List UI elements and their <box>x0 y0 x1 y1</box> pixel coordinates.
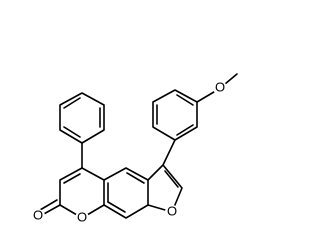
double-bond <box>63 97 81 109</box>
label-bg <box>213 81 227 95</box>
atom-labels: O O O O <box>31 79 227 225</box>
label-bg <box>31 209 45 223</box>
atom-label: O <box>77 209 87 224</box>
carbonyl-bond <box>41 204 61 216</box>
aryl-link <box>162 139 176 166</box>
atom-label: O <box>215 79 225 94</box>
atom-label: O <box>167 203 177 218</box>
atom-label: O <box>33 207 43 222</box>
benzene-ring <box>103 167 149 219</box>
furan-ring <box>147 164 183 213</box>
double-bond <box>126 172 145 184</box>
double-bond <box>176 124 194 136</box>
double-bond <box>164 170 179 188</box>
double-bond <box>107 201 126 213</box>
phenyl-ring <box>59 92 105 144</box>
double-bond <box>176 94 194 106</box>
label-bg <box>165 205 179 219</box>
double-bond <box>63 126 81 138</box>
carbonyl-double <box>39 199 58 211</box>
double-bond <box>63 173 81 184</box>
methoxyphenyl-ring <box>152 89 198 141</box>
bonds <box>39 73 238 219</box>
label-bg <box>75 211 89 225</box>
molecule-diagram: O O O O <box>31 73 238 225</box>
